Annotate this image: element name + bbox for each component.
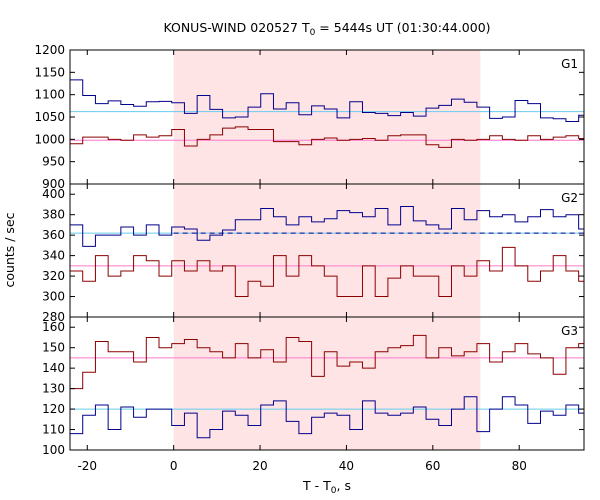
y-tick-label: 120 xyxy=(42,402,65,416)
y-tick-label: 280 xyxy=(42,310,65,324)
chart-title: KONUS-WIND 020527 T0 = 5444s UT (01:30:4… xyxy=(163,20,490,38)
panel-g1: 900 950 1000 1050 1100 1150 1200 G1 xyxy=(34,43,585,191)
y-tick-label: 130 xyxy=(42,382,65,396)
y-tick-label: 950 xyxy=(42,155,65,169)
panel-plot-area xyxy=(70,334,584,439)
y-tick-label: 140 xyxy=(42,361,65,375)
source-series xyxy=(70,126,584,148)
y-tick-label: 110 xyxy=(42,423,65,437)
y-axis-label: counts / sec xyxy=(2,212,17,287)
background-series xyxy=(70,206,584,247)
y-tick-label: 100 xyxy=(42,443,65,457)
x-axis-label: T - T0, s xyxy=(302,478,351,496)
x-axis-label-prefix: T - T xyxy=(302,478,331,493)
x-tick-label: 60 xyxy=(425,459,440,473)
x-axis-label-suffix: , s xyxy=(337,478,351,493)
panel-label: G3 xyxy=(561,324,578,338)
y-tick-label: 380 xyxy=(42,208,65,222)
y-tick-label: 160 xyxy=(42,320,65,334)
y-tick-label: 360 xyxy=(42,228,65,242)
source-series xyxy=(70,334,584,390)
shaded-interval xyxy=(173,50,481,184)
x-tick-label: 80 xyxy=(512,459,527,473)
background-series xyxy=(70,396,584,439)
panel-plot-area xyxy=(70,206,584,298)
panel-plot-area xyxy=(70,79,584,148)
y-tick-label: 300 xyxy=(42,290,65,304)
x-tick-label: 0 xyxy=(170,459,178,473)
chart-title-prefix: KONUS-WIND 020527 T xyxy=(163,20,309,35)
x-tick-label: 40 xyxy=(339,459,354,473)
chart-title-subscript: 0 xyxy=(310,28,316,38)
y-tick-label: 150 xyxy=(42,341,65,355)
chart-title-suffix: = 5444s UT (01:30:44.000) xyxy=(315,20,490,35)
y-tick-label: 1100 xyxy=(34,88,65,102)
y-tick-label: 340 xyxy=(42,249,65,263)
y-tick-label: 320 xyxy=(42,269,65,283)
panel-frame xyxy=(69,316,585,451)
panel-g3: 100 110 120 130 140 150 160 G3 xyxy=(42,316,585,457)
y-tick-label: 1150 xyxy=(34,65,65,79)
panel-label: G2 xyxy=(561,191,578,205)
panel-label: G1 xyxy=(561,57,578,71)
x-axis-label-subscript: 0 xyxy=(331,486,337,496)
panel-g2: 280 300 320 340 360 380 400 G2 xyxy=(42,183,585,324)
y-tick-label: 400 xyxy=(42,187,65,201)
x-tick-label: 20 xyxy=(252,459,267,473)
y-tick-label: 1200 xyxy=(34,43,65,57)
shaded-interval xyxy=(173,317,481,450)
x-tick-label: -20 xyxy=(77,459,97,473)
background-series xyxy=(70,79,584,122)
y-tick-label: 1000 xyxy=(34,132,65,146)
y-tick-label: 1050 xyxy=(34,110,65,124)
panels-group: 90095010001050110011501200G1280300320340… xyxy=(34,43,585,473)
y-tick-label: 900 xyxy=(42,177,65,191)
source-series xyxy=(70,246,584,298)
shaded-interval xyxy=(173,184,481,317)
